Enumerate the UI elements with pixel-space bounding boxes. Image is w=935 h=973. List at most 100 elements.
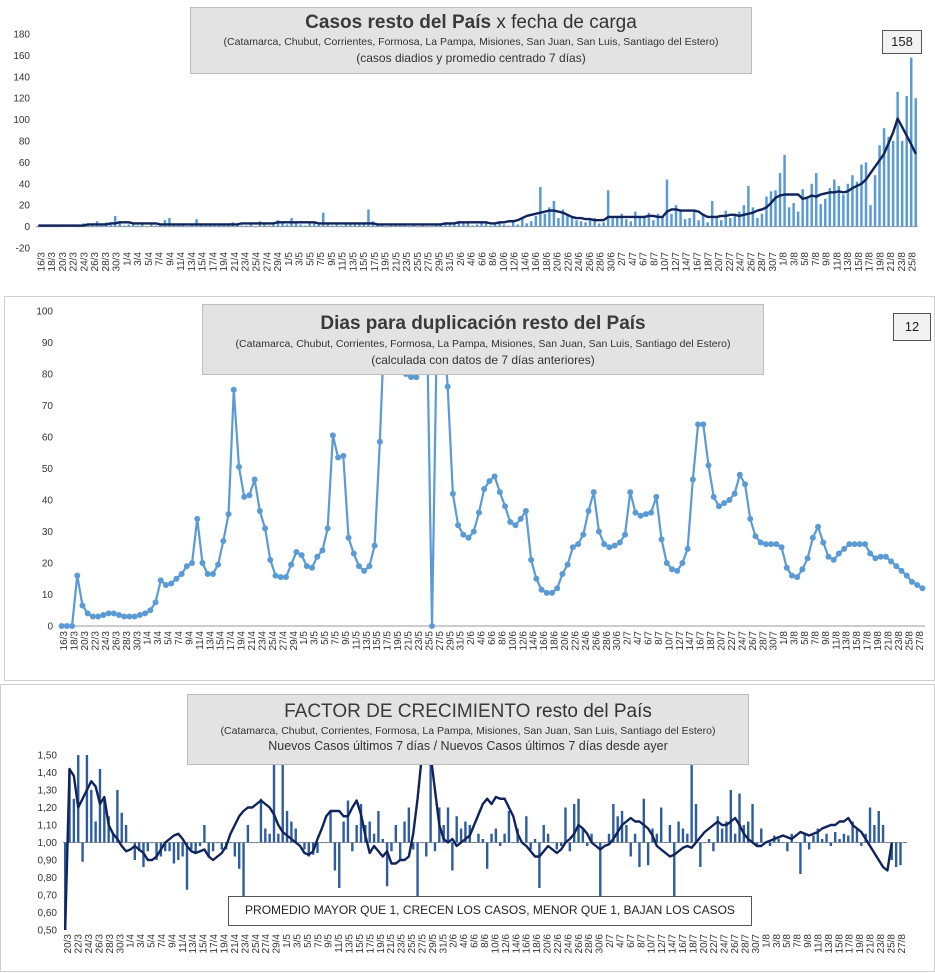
data-point: [225, 511, 232, 518]
growth-factor-subtitle-2: Nuevos Casos últimos 7 días / Nuevos Cas…: [268, 739, 668, 753]
x-tick-label: 1/5: [282, 934, 293, 948]
x-tick-label: 15/4: [216, 631, 227, 651]
data-bar: [664, 842, 667, 844]
x-tick-label: 11/8: [813, 934, 824, 953]
data-point: [251, 476, 258, 483]
x-tick-label: 2/6: [449, 934, 460, 948]
data-point: [752, 533, 759, 540]
data-bar: [303, 225, 307, 227]
data-bar: [85, 755, 89, 843]
y-tick-label: 1,10: [38, 821, 58, 832]
x-tick-label: 15/8: [854, 252, 865, 272]
data-bar: [529, 842, 532, 850]
x-tick-label: 25/8: [908, 252, 919, 272]
x-tick-label: 25/8: [886, 934, 897, 954]
data-point: [684, 545, 691, 552]
x-tick-label: 14/7: [685, 631, 696, 651]
x-tick-label: 14/7: [682, 252, 693, 272]
data-point: [872, 555, 879, 562]
data-bar: [146, 842, 150, 852]
x-tick-label: 1/5: [299, 631, 310, 645]
data-point: [747, 515, 754, 522]
x-tick-label: 1/8: [779, 631, 790, 645]
data-point: [481, 485, 488, 492]
x-tick-label: 1/4: [126, 934, 137, 948]
data-bar: [572, 804, 576, 843]
data-bar: [118, 223, 121, 227]
data-bar: [634, 211, 637, 227]
data-bar: [471, 225, 474, 227]
data-bar: [502, 224, 506, 227]
x-tick-label: 8/7: [649, 252, 660, 266]
data-bar: [326, 224, 329, 227]
x-tick-label: 1/8: [761, 934, 772, 948]
x-tick-label: 23/8: [894, 631, 905, 651]
data-bar: [430, 226, 434, 228]
data-bar: [325, 842, 328, 844]
x-tick-label: 27/4: [261, 934, 272, 954]
data-point: [303, 563, 310, 570]
x-tick-label: 18/7: [688, 934, 699, 954]
data-point: [293, 548, 300, 555]
data-point: [742, 481, 749, 488]
data-bar: [113, 215, 117, 227]
growth-factor-interpretation-note: PROMEDIO MAYOR QUE 1, CRECEN LOS CASOS, …: [228, 896, 752, 926]
data-bar: [317, 224, 320, 227]
data-bar: [837, 185, 841, 227]
y-tick-label: 1,50: [38, 751, 58, 762]
data-bar: [810, 183, 813, 227]
data-bar: [570, 216, 574, 227]
y-tick-label: 0,90: [38, 856, 58, 867]
data-bar: [507, 811, 511, 843]
x-tick-label: 7/5: [316, 252, 327, 266]
data-bar: [534, 215, 538, 227]
y-tick-label: 60: [42, 433, 54, 444]
data-point: [820, 539, 827, 546]
y-tick-label: 1,00: [38, 838, 58, 849]
data-bar: [81, 842, 84, 862]
data-bar: [720, 220, 723, 227]
data-bar: [353, 223, 357, 227]
x-tick-label: 4/6: [477, 631, 488, 645]
data-bar: [385, 842, 389, 887]
data-bar: [659, 807, 663, 843]
data-bar: [581, 828, 585, 843]
data-point: [517, 515, 524, 522]
data-bar: [533, 839, 537, 843]
data-point: [100, 611, 107, 618]
data-bar: [272, 755, 276, 843]
data-point: [173, 575, 180, 582]
data-bar: [394, 225, 397, 227]
x-tick-label: 11/8: [831, 631, 842, 650]
data-bar: [181, 842, 184, 857]
data-bar: [299, 224, 302, 227]
x-tick-label: 10/6: [508, 631, 519, 651]
data-bar: [577, 798, 580, 843]
doubling-days-subtitle-2: (calculada con datos de 7 días anteriore…: [371, 353, 595, 367]
x-tick-label: 20/3: [58, 252, 69, 272]
data-bar: [342, 821, 345, 843]
data-point: [627, 489, 634, 496]
data-bar: [251, 842, 254, 844]
x-tick-label: 27/8: [915, 631, 926, 651]
x-tick-label: 11/5: [351, 631, 362, 650]
x-tick-label: 5/4: [147, 934, 158, 948]
data-point: [371, 542, 378, 549]
x-tick-label: 10/7: [664, 631, 675, 651]
data-point: [736, 471, 743, 478]
data-bar: [480, 221, 483, 227]
data-bar: [294, 828, 297, 843]
data-bar: [285, 224, 289, 227]
data-line: [61, 309, 923, 628]
x-tick-label: 21/5: [404, 631, 415, 651]
data-point: [538, 586, 545, 593]
data-point: [762, 541, 769, 548]
data-bar: [277, 833, 280, 843]
data-bar: [597, 223, 601, 227]
data-bar: [683, 219, 687, 227]
data-point: [705, 462, 712, 469]
data-bar: [477, 833, 480, 843]
x-tick-label: 28/3: [101, 252, 112, 272]
data-bar: [429, 755, 432, 843]
data-bar: [77, 226, 81, 228]
